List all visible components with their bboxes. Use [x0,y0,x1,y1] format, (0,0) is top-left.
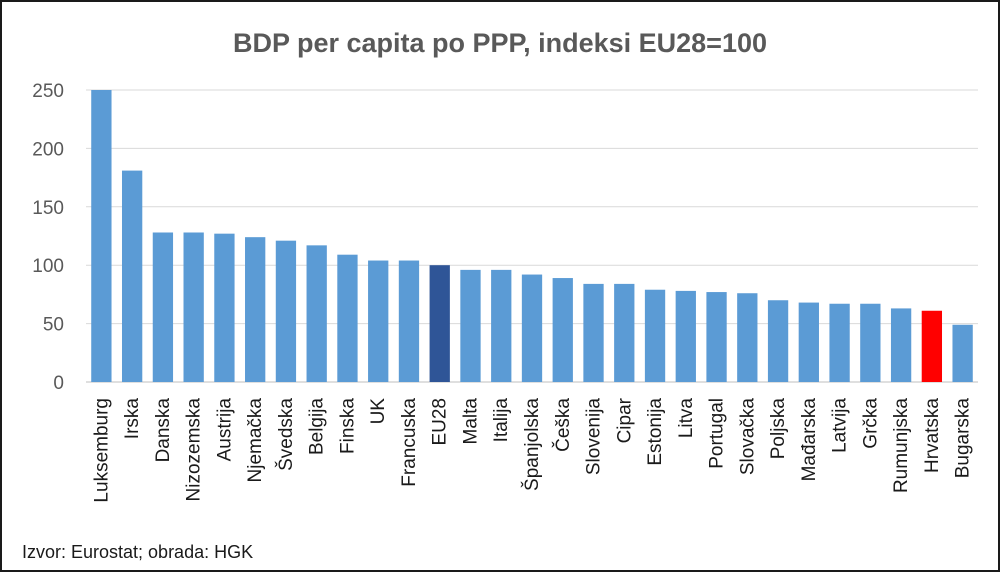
x-tick-label: Nizozemska [184,398,205,502]
bar-danska [152,232,174,382]
bar-irska [121,170,143,382]
bar-slovenija [583,283,604,382]
x-tick-label: Austrija [214,398,235,462]
y-tick-label: 200 [32,139,64,160]
x-tick-label: Mađarska [799,398,820,482]
bar-luksemburg [91,90,112,382]
bar-litva [675,290,696,382]
x-tick-label: Italija [491,398,512,443]
x-tick-label: Slovenija [584,398,605,476]
bar-rumunjska [890,308,912,382]
x-tick-label: UK [368,398,389,425]
y-tick-label: 50 [43,315,64,336]
x-tick-label: Švedska [275,398,297,471]
y-tick-label: 0 [53,373,64,394]
y-tick-label: 250 [32,81,64,102]
x-tick-label: Poljska [768,398,789,460]
x-tick-label: Danska [153,398,174,463]
chart-title: BDP per capita po PPP, indeksi EU28=100 [232,28,767,58]
bar-španjolska [521,274,543,382]
bar-mađarska [798,302,819,382]
x-tick-label: Bugarska [953,398,974,479]
x-tick-label: Njemačka [245,398,266,483]
bar-švedska [275,240,297,382]
x-tick-label: Irska [122,398,143,440]
x-tick-label: Malta [460,398,481,445]
bar-eu28 [429,265,450,382]
x-tick-label: Slovačka [737,398,758,476]
bar-njemačka [245,237,266,382]
x-tick-label: Finska [337,398,358,454]
bar-malta [460,269,481,382]
bar-austrija [214,233,235,382]
x-tick-label: Grčka [860,398,881,449]
bar-italija [491,269,512,382]
x-tick-label: Litva [676,398,697,439]
x-tick-label: Cipar [614,397,635,443]
bar-nizozemska [183,232,204,382]
bar-francuska [398,260,420,382]
bar-grčka [860,303,881,382]
x-tick-label: Portugal [707,398,728,469]
bar-hrvatska [921,310,943,382]
bar-uk [368,260,389,382]
bar-belgija [306,245,327,382]
x-tick-label: Belgija [307,398,328,455]
bar-poljska [767,300,789,382]
y-tick-label: 150 [32,198,64,219]
x-tick-label: Španjolska [521,398,543,491]
x-tick-label: EU28 [430,398,451,446]
bar-češka [552,278,573,382]
bar-latvija [829,303,850,382]
bar-slovačka [737,293,758,382]
source-note: Izvor: Eurostat; obrada: HGK [22,542,254,562]
x-tick-label: Latvija [830,398,851,453]
x-tick-label: Rumunjska [891,398,912,493]
x-tick-label: Estonija [645,398,666,466]
bar-bugarska [952,324,973,382]
bar-finska [337,254,358,382]
x-tick-label: Hrvatska [922,398,943,473]
bar-portugal [706,292,727,382]
y-tick-label: 100 [32,256,64,277]
x-tick-label: Francuska [399,398,420,487]
bar-estonija [644,289,666,382]
x-tick-label: Luksemburg [91,398,112,503]
bar-cipar [614,283,635,382]
x-tick-label: Češka [552,398,574,452]
